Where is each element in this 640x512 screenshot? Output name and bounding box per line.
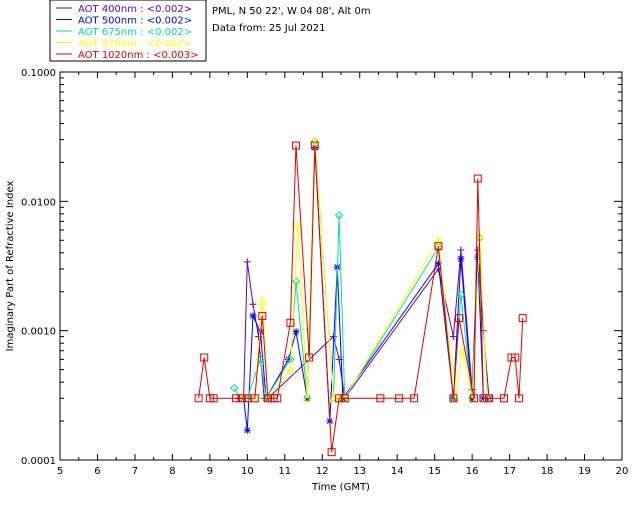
date-info: Data from: 25 Jul 2021 <box>212 23 326 34</box>
data-point <box>305 353 314 362</box>
data-point <box>457 255 465 263</box>
x-tick-label: 12 <box>316 466 329 477</box>
data-point <box>302 393 312 403</box>
data-point <box>499 394 508 403</box>
x-tick-label: 19 <box>578 466 591 477</box>
legend-entry: AOT 500nm : <0.002> <box>78 16 192 27</box>
series-line <box>198 145 524 453</box>
data-point <box>200 353 209 362</box>
data-point <box>292 328 300 336</box>
data-point <box>243 258 251 266</box>
legend-entry: AOT 675nm : <0.002> <box>78 27 192 38</box>
data-point <box>474 253 482 261</box>
data-point <box>479 394 488 403</box>
x-axis-label: Time (GMT) <box>311 482 370 493</box>
x-tick-label: 6 <box>94 466 100 477</box>
series-1 <box>234 246 493 402</box>
data-point <box>285 355 293 363</box>
data-point <box>194 394 203 403</box>
x-tick-label: 18 <box>541 466 554 477</box>
data-point <box>243 426 251 434</box>
x-tick-label: 14 <box>391 466 404 477</box>
x-tick-label: 13 <box>353 466 366 477</box>
data-point <box>518 314 527 323</box>
data-point <box>310 136 320 146</box>
data-point <box>449 333 457 341</box>
data-point <box>470 394 479 403</box>
data-point <box>334 211 344 220</box>
data-point <box>340 394 349 403</box>
data-point <box>286 364 295 374</box>
data-point <box>410 394 419 403</box>
data-point <box>335 394 344 403</box>
legend-entry: AOT 1020nm : <0.003> <box>78 50 198 61</box>
data-point <box>286 318 295 327</box>
x-tick-label: 8 <box>169 466 175 477</box>
site-info: PML, N 50 22', W 04 08', Alt 0m <box>212 6 371 17</box>
data-point <box>473 174 482 183</box>
y-tick-label: 0.0001 <box>21 456 56 467</box>
data-point <box>263 394 272 403</box>
x-tick-label: 11 <box>278 466 291 477</box>
data-point <box>250 394 259 403</box>
data-point <box>258 296 267 305</box>
data-point <box>209 394 218 403</box>
data-point <box>449 394 458 403</box>
series-line <box>241 141 488 400</box>
legend: AOT 400nm : <0.002>AOT 500nm : <0.002>AO… <box>49 0 207 62</box>
x-tick-label: 9 <box>207 466 213 477</box>
data-point <box>273 394 282 403</box>
plot-area: 5 6 7 8 9 10 11 12 13 14 15 16 17 18 19 20 0.0001 0.0010 0… <box>5 68 628 493</box>
legend-entry: AOT 400nm : <0.002> <box>78 4 192 15</box>
data-point <box>484 394 493 403</box>
data-point <box>258 311 267 320</box>
legend-entry: AOT 870nm : <0.002> <box>78 39 192 50</box>
legend-box <box>49 0 207 62</box>
y-tick-label: 0.1000 <box>21 68 56 79</box>
x-tick-label: 5 <box>57 466 63 477</box>
data-point <box>455 314 464 323</box>
x-tick-label: 16 <box>466 466 479 477</box>
x-tick-label: 10 <box>241 466 254 477</box>
data-point <box>232 394 241 403</box>
data-point <box>376 394 385 403</box>
data-point <box>395 394 404 403</box>
data-point <box>249 312 257 320</box>
data-point <box>293 220 303 229</box>
data-point <box>434 260 442 268</box>
data-point <box>249 300 257 308</box>
data-point <box>511 353 520 362</box>
data-point <box>456 290 466 299</box>
data-point <box>310 141 319 150</box>
series-4 <box>237 136 492 403</box>
data-point <box>230 383 239 393</box>
data-point <box>514 394 523 403</box>
y-tick-label: 0.0100 <box>21 197 56 208</box>
data-point <box>292 141 301 150</box>
data-point <box>458 346 468 355</box>
x-tick-label: 17 <box>503 466 516 477</box>
data-point <box>457 246 465 254</box>
data-point <box>237 394 246 403</box>
data-point <box>291 277 301 286</box>
x-tick-label: 7 <box>132 466 138 477</box>
series-5 <box>194 141 527 457</box>
y-tick-label: 0.0010 <box>21 327 56 338</box>
y-axis-label: Imaginary Part of Refractive Index <box>5 181 16 352</box>
data-point <box>327 448 336 457</box>
data-point <box>434 235 443 245</box>
x-tick-label: 15 <box>428 466 441 477</box>
data-point <box>434 242 443 251</box>
x-tick-label: 20 <box>616 466 629 477</box>
